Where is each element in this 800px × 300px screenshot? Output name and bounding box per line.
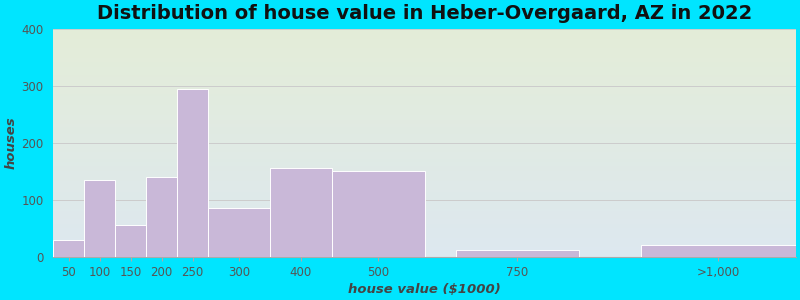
Bar (84, 180, 115, 256)
Bar (177, 89, 208, 256)
Y-axis label: houses: houses (4, 116, 17, 169)
Bar (332, 171, 425, 256)
Title: Distribution of house value in Heber-Overgaard, AZ in 2022: Distribution of house value in Heber-Ove… (97, 4, 752, 23)
Bar (455, 250, 579, 256)
Bar (146, 177, 177, 256)
Bar (641, 245, 796, 256)
Bar (54, 240, 84, 256)
X-axis label: house value ($1000): house value ($1000) (348, 283, 501, 296)
Bar (115, 225, 146, 256)
Bar (270, 168, 332, 256)
Bar (208, 208, 270, 256)
